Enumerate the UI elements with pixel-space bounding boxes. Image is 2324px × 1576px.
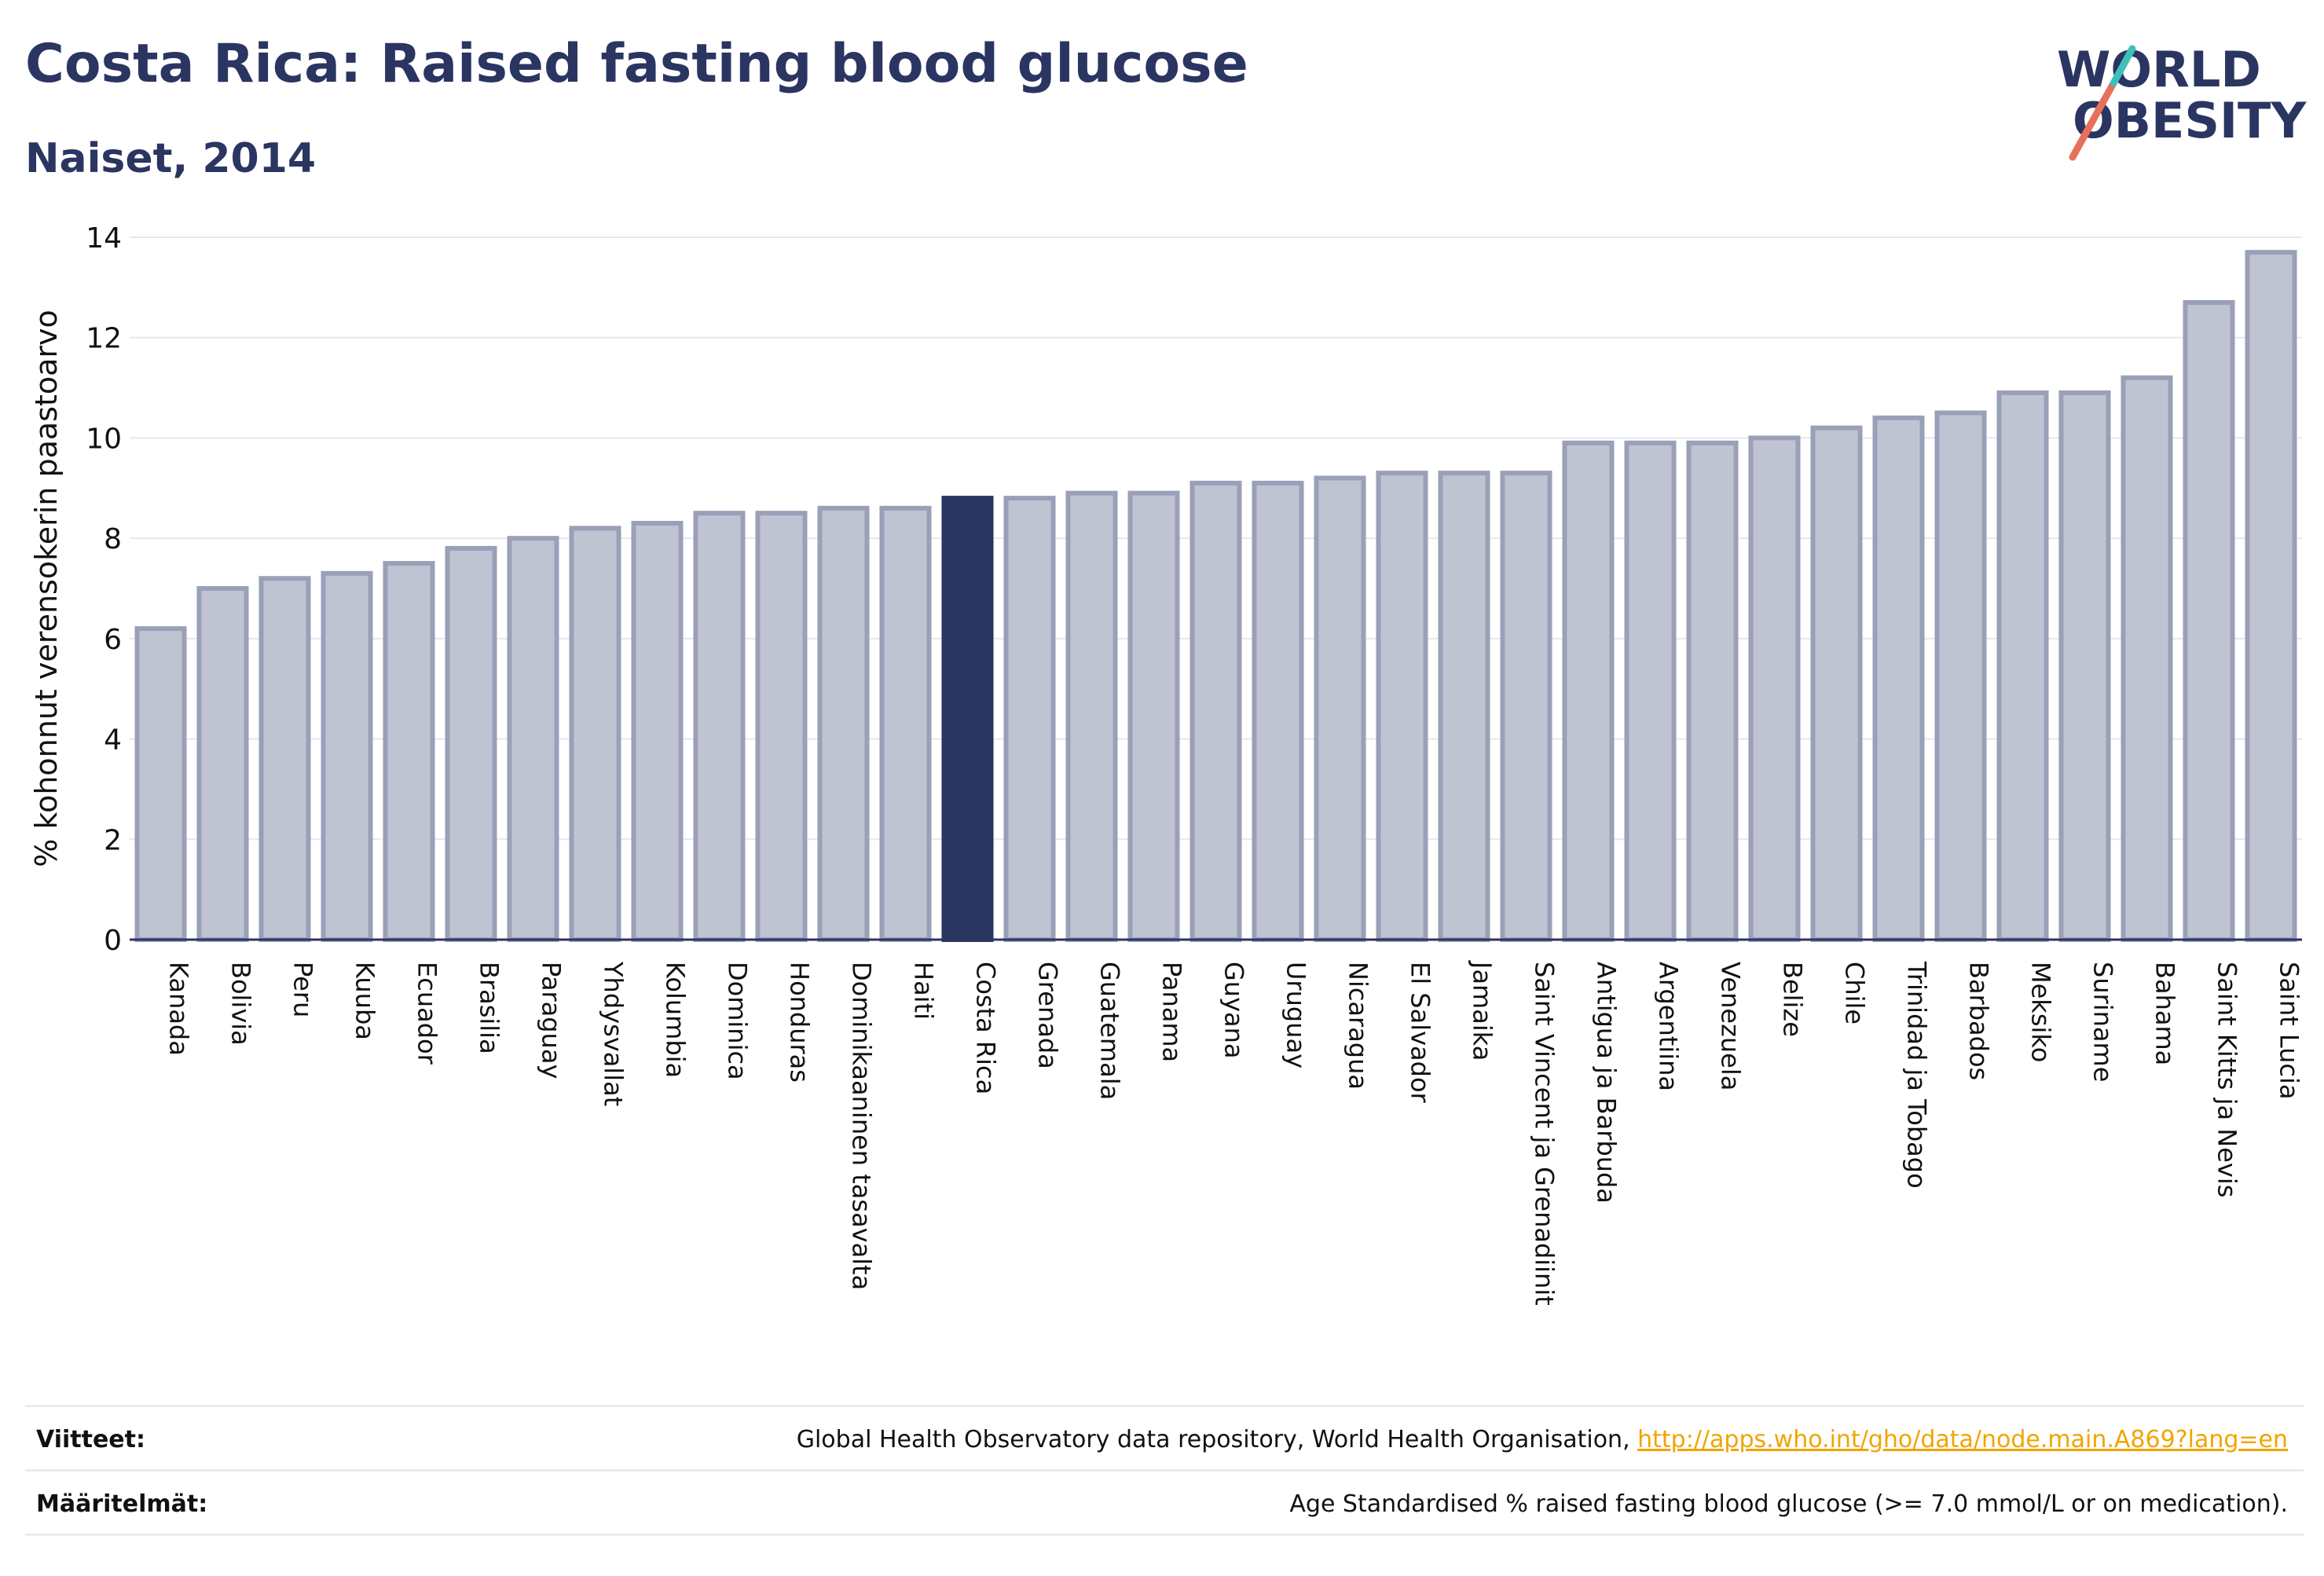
bars: [134, 250, 2297, 943]
logo-line2: OBESITY: [2073, 92, 2307, 149]
y-tick-label: 10: [86, 423, 122, 455]
footer-divider-top: [25, 1405, 2304, 1407]
x-tick-label: Chile: [1840, 962, 1870, 1024]
bar: [693, 511, 746, 942]
sources-value: Global Health Observatory data repositor…: [797, 1426, 2288, 1453]
x-tick-label: Kuuba: [350, 962, 380, 1040]
bar: [196, 586, 249, 942]
definitions-value: Age Standardised % raised fasting blood …: [1289, 1490, 2288, 1518]
bar: [134, 626, 187, 942]
bar: [1065, 490, 1118, 942]
bar: [631, 520, 684, 942]
bar: [1996, 390, 2049, 942]
x-tick-label: Brasilia: [475, 962, 504, 1054]
x-tick-label: Haiti: [909, 962, 939, 1020]
bar: [1748, 435, 1801, 942]
definitions-label: Määritelmät:: [36, 1490, 208, 1518]
x-tick-label: Kanada: [164, 962, 194, 1056]
bar: [2245, 250, 2297, 942]
y-axis-label: % kohonnut verensokerin paastoarvo: [29, 310, 64, 867]
bar: [879, 505, 932, 942]
bar: [1500, 471, 1552, 942]
y-tick-label: 2: [104, 824, 122, 856]
x-tick-label: Bahama: [2150, 962, 2180, 1065]
footer-divider-bottom: [25, 1534, 2304, 1536]
bar: [321, 570, 373, 942]
bar: [2183, 300, 2235, 942]
x-tick-label: Honduras: [785, 962, 815, 1083]
chart-title: Costa Rica: Raised fasting blood glucose: [25, 33, 1248, 95]
bar: [1189, 480, 1242, 942]
bar: [1314, 475, 1366, 942]
bar: [507, 536, 559, 943]
x-tick-label: Peru: [288, 962, 318, 1017]
x-tick-label: Saint Vincent ja Grenadiinit: [1530, 962, 1560, 1306]
bar: [569, 526, 621, 942]
sources-text: Global Health Observatory data repositor…: [796, 1426, 1638, 1453]
logo-slash-coral: [2069, 79, 2117, 161]
bar: [445, 545, 497, 943]
y-tick-label: 4: [104, 724, 122, 757]
x-tick-label: Guatemala: [1095, 962, 1125, 1100]
bar: [1127, 490, 1180, 942]
y-tick-label: 12: [86, 323, 122, 355]
sources-label: Viitteet:: [36, 1426, 145, 1453]
bar: [817, 505, 870, 942]
logo-line1: WORLD: [2057, 41, 2261, 98]
y-tick-label: 6: [104, 624, 122, 656]
x-tick-label: Ecuador: [412, 962, 442, 1065]
bar: [258, 576, 311, 942]
x-tick-label: Grenada: [1033, 962, 1063, 1069]
bar: [2058, 390, 2111, 942]
bar: [755, 511, 808, 942]
bar: [1872, 415, 1925, 942]
x-tick-label: Bolivia: [226, 962, 256, 1046]
bar: [1438, 471, 1490, 942]
x-tick-label: Nicaragua: [1343, 962, 1373, 1090]
x-tick-label: Uruguay: [1281, 962, 1311, 1068]
x-tick-label: Antigua ja Barbuda: [1592, 962, 1622, 1204]
x-tick-label: Meksiko: [2026, 962, 2056, 1062]
x-tick-label: Panama: [1157, 962, 1187, 1062]
x-axis-labels: Kanada Bolivia Peru Kuuba Ecuador Brasilia Par…: [164, 960, 2304, 1306]
y-tick-label: 0: [104, 925, 122, 957]
world-obesity-logo: WORLD OBESITY: [2057, 41, 2307, 161]
bar: [1934, 410, 1987, 942]
bar: [383, 561, 435, 942]
x-tick-label: El Salvador: [1406, 962, 1435, 1104]
x-tick-label: Dominikaaninen tasavalta: [847, 962, 877, 1290]
bar: [1252, 480, 1304, 942]
x-tick-label: Kolumbia: [661, 962, 691, 1078]
x-tick-label: Belize: [1778, 962, 1808, 1037]
x-tick-label: Saint Lucia: [2275, 962, 2304, 1099]
x-tick-label: Dominica: [723, 962, 753, 1080]
bar-chart: 0 2 4 6 8 10 12 14 Kanada Bolivia Peru Kuuba Ecuado…: [29, 222, 2304, 1306]
bar: [1810, 425, 1863, 942]
y-tick-label: 14: [86, 222, 122, 255]
footer-divider-middle: [25, 1469, 2304, 1472]
chart-subtitle: Naiset, 2014: [25, 135, 317, 182]
logo-slash-teal: [2110, 45, 2136, 87]
sources-link[interactable]: http://apps.who.int/gho/data/node.main.A…: [1637, 1426, 2288, 1453]
bar: [1376, 471, 1428, 942]
x-tick-label: Barbados: [1964, 962, 1994, 1080]
bar: [1624, 440, 1677, 942]
y-axis-ticks: 0 2 4 6 8 10 12 14: [86, 222, 122, 957]
x-tick-label: Venezuela: [1716, 962, 1746, 1090]
bar: [2121, 375, 2173, 942]
y-tick-label: 8: [104, 523, 122, 555]
x-tick-label: Argentiina: [1654, 962, 1684, 1091]
bar-highlight: [941, 496, 994, 942]
x-tick-label: Saint Kitts ja Nevis: [2212, 962, 2242, 1197]
x-tick-label: Costa Rica: [971, 962, 1001, 1094]
bar: [1686, 440, 1739, 942]
x-tick-label: Yhdysvallat: [599, 961, 629, 1106]
bar: [1003, 496, 1056, 942]
x-tick-label: Guyana: [1219, 962, 1249, 1059]
x-tick-label: Paraguay: [537, 962, 566, 1079]
x-tick-label: Trinidad ja Tobago: [1902, 961, 1932, 1189]
x-tick-label: Suriname: [2088, 962, 2118, 1082]
bar: [1562, 440, 1615, 942]
x-tick-label: Jamaika: [1468, 960, 1497, 1061]
